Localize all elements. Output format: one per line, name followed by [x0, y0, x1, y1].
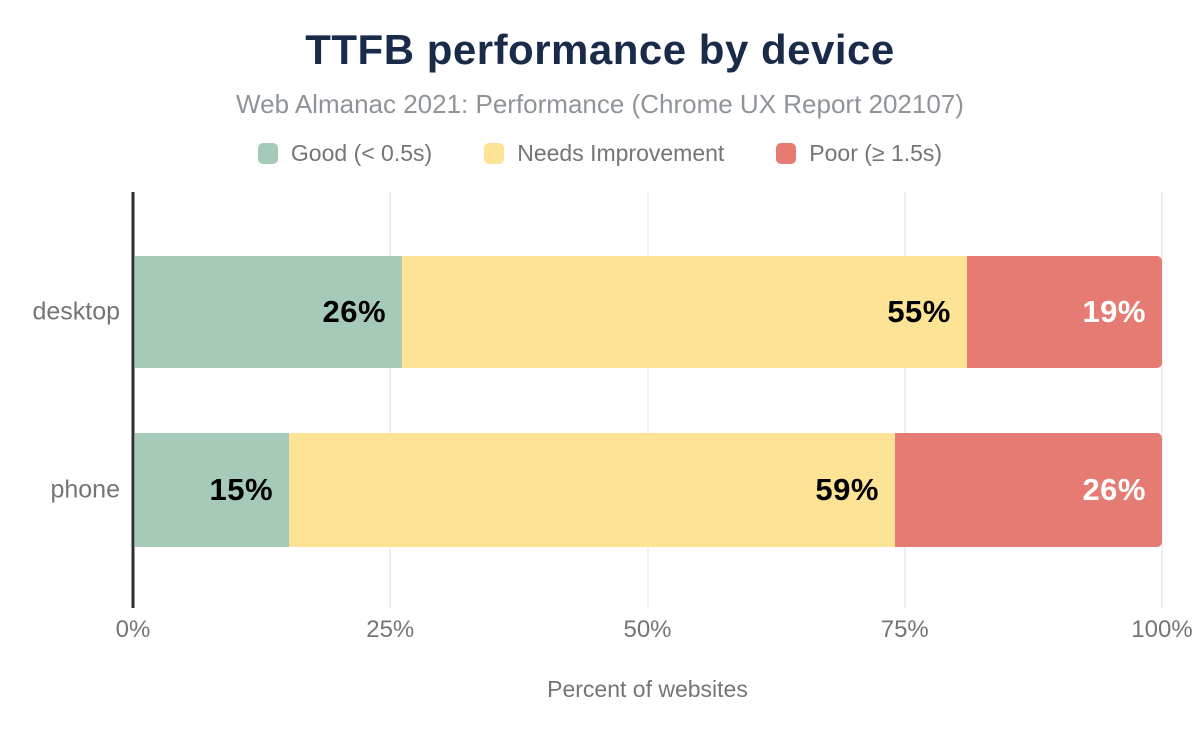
legend-label: Poor (≥ 1.5s) — [809, 140, 943, 166]
plot-area: 26% 55% 19% desktop 15% 59% 26% phone 0% 25% 50% 75… — [32, 192, 1193, 643]
chart-title: TTFB performance by device — [305, 26, 895, 73]
bar-value-label: 26% — [322, 294, 387, 329]
bar-segment-desktop-1: 26% — [135, 256, 403, 368]
legend-item: Good (< 0.5s) — [257, 140, 433, 167]
bar-segment-phone-3: 26% — [894, 433, 1162, 547]
x-tick-label: 0% — [115, 616, 151, 643]
gridline — [646, 192, 649, 608]
chart-subtitle: Web Almanac 2021: Performance (Chrome UX… — [236, 89, 964, 119]
bar-row-phone: 15% 59% 26% — [135, 433, 1162, 547]
legend-swatch — [776, 143, 797, 164]
bar-segment-phone-1: 15% — [135, 433, 290, 547]
legend-swatch — [257, 143, 278, 164]
legend-label: Good (< 0.5s) — [290, 140, 433, 166]
y-axis-line — [131, 192, 135, 608]
bar-segment-phone-2: 59% — [289, 433, 895, 547]
bar-segment-desktop-3: 19% — [966, 256, 1162, 368]
bar-row-desktop: 26% 55% 19% — [135, 256, 1162, 368]
x-tick-label: 100% — [1131, 616, 1193, 643]
legend-label: Needs Improvement — [517, 140, 725, 166]
bar-segment-desktop-2: 55% — [402, 256, 967, 368]
bar-value-label: 59% — [815, 472, 879, 507]
bar-value-label: 55% — [887, 294, 951, 329]
bar-value-label: 15% — [209, 472, 274, 507]
x-axis-title: Percent of websites — [547, 676, 748, 702]
legend-item: Poor (≥ 1.5s) — [776, 140, 942, 167]
bar-value-label: 19% — [1082, 294, 1146, 329]
legend-swatch — [484, 143, 505, 164]
x-tick-label: 50% — [623, 616, 672, 643]
gridline — [903, 192, 906, 608]
bar-value-label: 26% — [1082, 472, 1146, 507]
y-axis-label-desktop: desktop — [32, 297, 120, 326]
legend: Good (< 0.5s) Needs Improvement Poor (≥ 1.… — [0, 140, 1200, 167]
gridline — [389, 192, 392, 608]
gridline — [1161, 192, 1163, 608]
x-tick-label: 75% — [880, 616, 929, 643]
y-axis-label-phone: phone — [50, 475, 120, 504]
x-tick-label: 25% — [366, 616, 415, 643]
legend-item: Needs Improvement — [484, 140, 724, 167]
